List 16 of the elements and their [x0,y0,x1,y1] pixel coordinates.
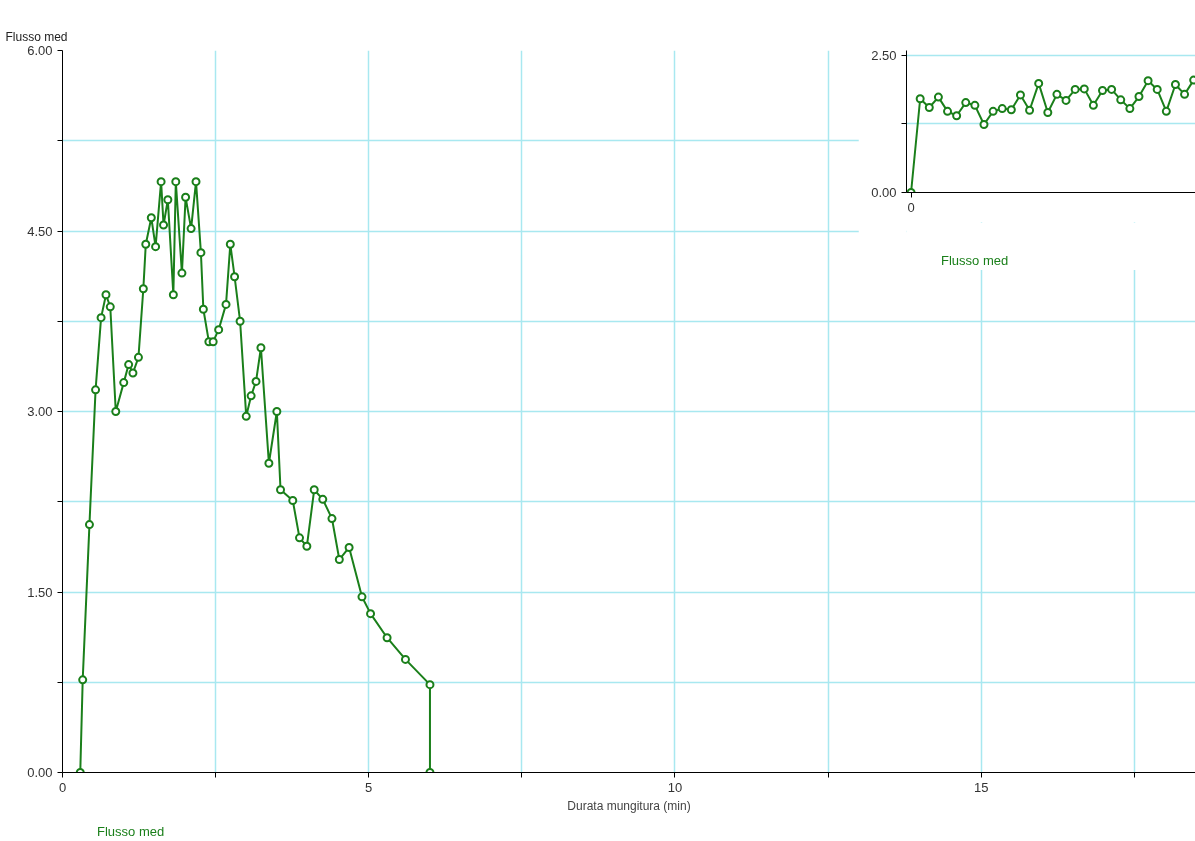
text: Flusso med [941,253,1009,268]
y-tick-label: 1.50 [27,584,53,600]
y-tick-label: 2.50 [871,47,897,63]
y-tick-label: 0.00 [27,765,53,780]
y-axis-title: Flusso med [5,29,68,44]
x-tick-label: 0 [907,199,915,215]
x-axis-title: Durata mungitura (min) [567,798,691,813]
y-tick-label: 0.00 [871,185,897,200]
y-tick-label: 6.00 [27,43,53,58]
x-tick-label: 10 [667,779,683,795]
y-tick-label: 3.00 [27,404,53,419]
text: Flusso med [97,824,165,839]
x-tick-label: 0 [58,779,67,795]
x-tick-label: 5 [365,779,373,795]
x-tick-label: 15 [973,779,989,795]
y-tick-label: 4.50 [27,223,53,239]
